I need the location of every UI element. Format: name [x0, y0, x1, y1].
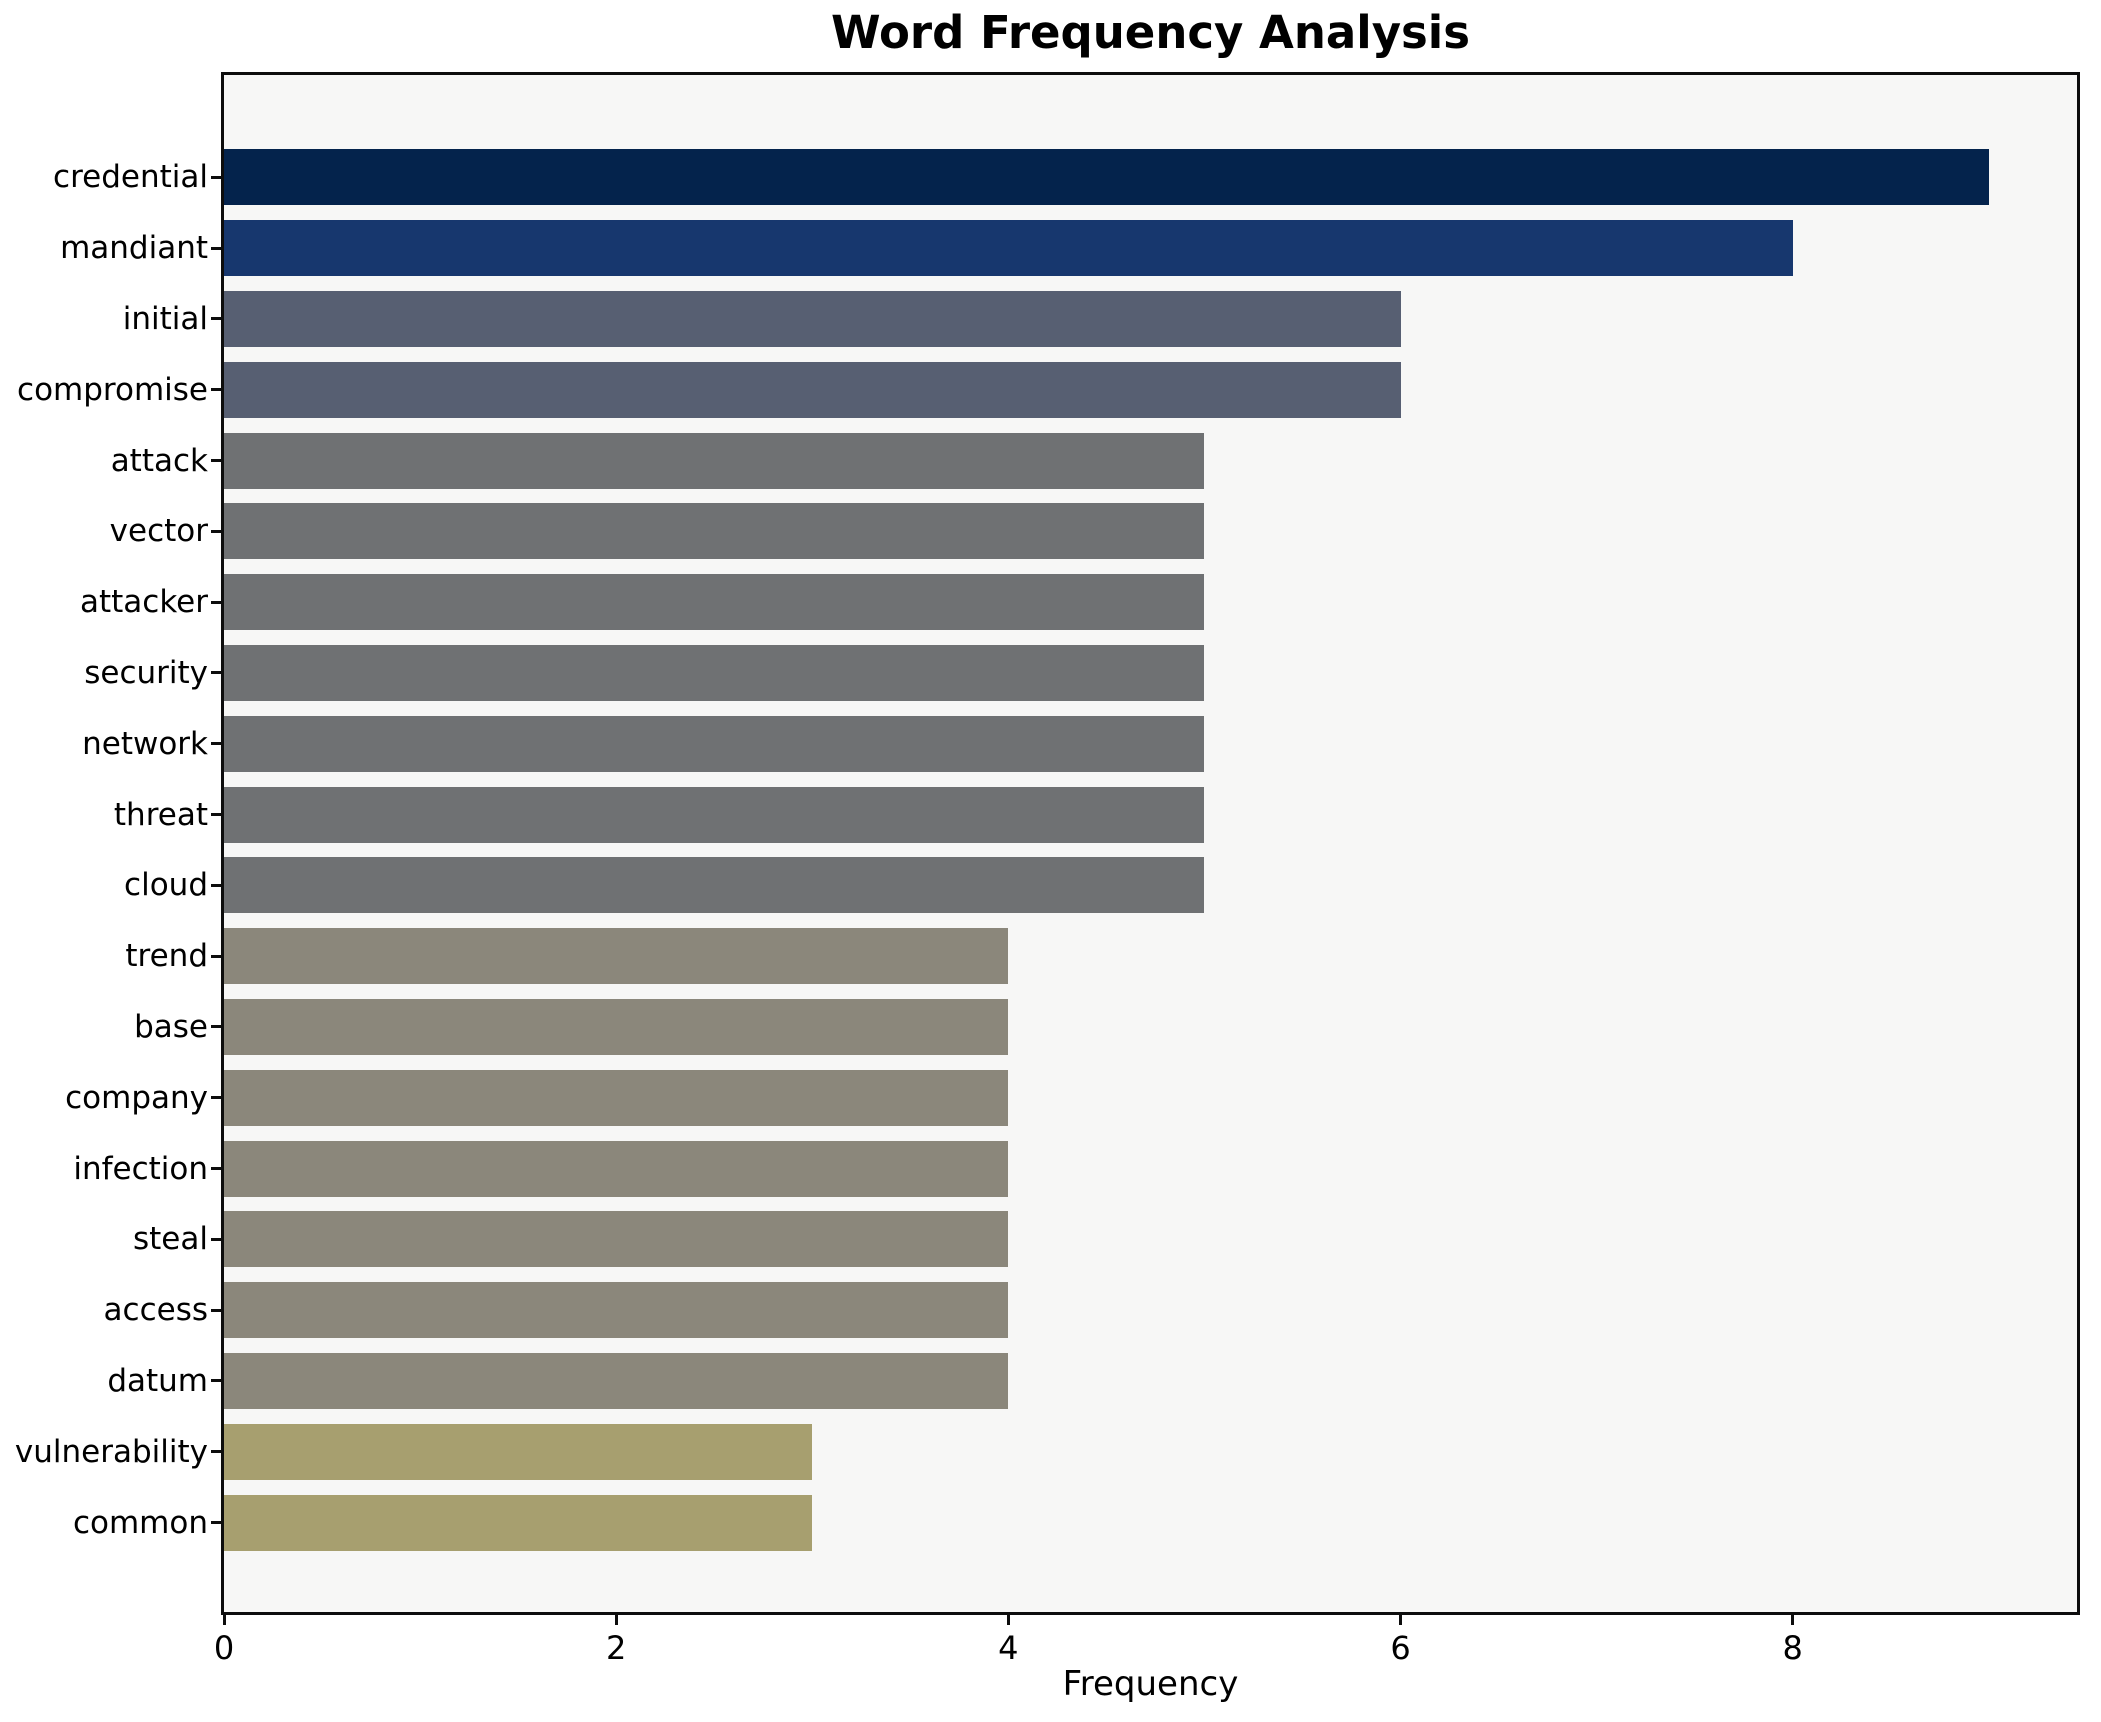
plot-area: credential mandiant initial compromise attac… — [15, 72, 2080, 1615]
y-tick-label: compromise — [17, 371, 208, 408]
y-tick — [211, 1237, 221, 1241]
bar-row: access — [104, 1275, 2077, 1346]
bar-row: attack — [111, 425, 2077, 496]
bar-row: attacker — [80, 567, 2077, 638]
y-tick — [211, 600, 221, 604]
x-tick — [614, 1615, 618, 1625]
x-tick-label: 0 — [213, 1629, 235, 1667]
bar-row: security — [84, 638, 2077, 709]
y-tick-label: access — [103, 1292, 208, 1329]
y-tick-label: infection — [73, 1150, 208, 1187]
bar-attack — [224, 432, 1205, 489]
y-tick — [211, 175, 221, 179]
y-tick — [211, 1379, 221, 1383]
bar-vector — [224, 503, 1205, 560]
bar-trend — [224, 928, 1009, 985]
bar-security — [224, 644, 1205, 701]
x-tick-label: 4 — [998, 1629, 1019, 1667]
x-tick-label: 2 — [605, 1629, 627, 1667]
y-tick-label: threat — [113, 796, 208, 833]
bar-common — [224, 1494, 813, 1551]
bar-row: network — [82, 708, 2077, 779]
chart-title: Word Frequency Analysis — [830, 6, 1471, 59]
x-axis: 0 2 4 6 8 — [214, 1615, 2077, 1685]
y-tick-label: vector — [109, 513, 208, 550]
y-tick-label: common — [72, 1504, 208, 1541]
bar-row: cloud — [124, 850, 2077, 921]
bar-mandiant — [224, 220, 1793, 277]
y-tick-label: security — [84, 654, 208, 691]
y-tick-label: company — [65, 1079, 208, 1116]
bar-row: vulnerability — [15, 1416, 2077, 1487]
bar-row: company — [65, 1062, 2077, 1133]
y-tick — [211, 1096, 221, 1100]
bar-vulnerability — [224, 1423, 813, 1480]
y-tick — [211, 459, 221, 463]
y-tick — [211, 883, 221, 887]
y-tick — [211, 1025, 221, 1029]
bar-row: infection — [73, 1133, 2077, 1204]
bar-row: common — [73, 1487, 2077, 1558]
bar-row: steal — [133, 1204, 2077, 1275]
y-tick — [211, 317, 221, 321]
bar-network — [224, 715, 1205, 772]
y-tick-label: trend — [125, 938, 208, 975]
bar-row: credential — [53, 142, 2077, 213]
y-tick — [211, 529, 221, 533]
y-tick-label: base — [134, 1008, 208, 1045]
bar-access — [224, 1282, 1009, 1339]
bar-row: base — [134, 992, 2077, 1063]
bar-credential — [224, 149, 1989, 206]
bar-row: threat — [114, 779, 2077, 850]
bar-steal — [224, 1211, 1009, 1268]
y-tick-label: attacker — [79, 584, 208, 621]
bar-row: vector — [110, 496, 2077, 567]
bars-layer: credential mandiant initial compromise attac… — [15, 75, 2077, 1612]
y-tick — [211, 671, 221, 675]
y-tick-label: initial — [122, 300, 208, 337]
y-tick-label: mandiant — [60, 230, 208, 267]
x-tick — [222, 1615, 226, 1625]
y-tick — [211, 1450, 221, 1454]
bar-attacker — [224, 574, 1205, 631]
x-tick — [1791, 1615, 1795, 1625]
x-tick — [1006, 1615, 1010, 1625]
y-tick — [211, 1167, 221, 1171]
y-tick-label: cloud — [124, 867, 208, 904]
y-tick-label: network — [82, 725, 208, 762]
bar-compromise — [224, 361, 1401, 418]
y-tick — [211, 954, 221, 958]
bar-infection — [224, 1140, 1009, 1197]
y-tick-label: steal — [133, 1221, 208, 1258]
bar-row: datum — [107, 1346, 2077, 1417]
bar-company — [224, 1069, 1009, 1126]
y-tick-label: credential — [53, 159, 208, 196]
bar-cloud — [224, 857, 1205, 914]
y-tick — [211, 1308, 221, 1312]
y-tick-label: datum — [107, 1362, 208, 1399]
y-tick-label: vulnerability — [14, 1433, 208, 1470]
bar-row: initial — [123, 284, 2077, 355]
bar-base — [224, 998, 1009, 1055]
x-tick-label: 6 — [1390, 1629, 1411, 1667]
bar-datum — [224, 1352, 1009, 1409]
y-tick — [211, 742, 221, 746]
bar-initial — [224, 290, 1401, 347]
y-tick — [211, 246, 221, 250]
bar-row: trend — [125, 921, 2077, 992]
x-tick-label: 8 — [1782, 1629, 1803, 1667]
bar-threat — [224, 786, 1205, 843]
y-tick-label: attack — [110, 442, 208, 479]
bar-row: compromise — [17, 354, 2077, 425]
y-tick — [211, 813, 221, 817]
y-tick — [211, 1521, 221, 1525]
x-tick — [1399, 1615, 1402, 1625]
x-axis-label: Frequency — [1062, 1664, 1239, 1704]
bar-row: mandiant — [60, 213, 2077, 284]
y-tick — [211, 388, 221, 392]
